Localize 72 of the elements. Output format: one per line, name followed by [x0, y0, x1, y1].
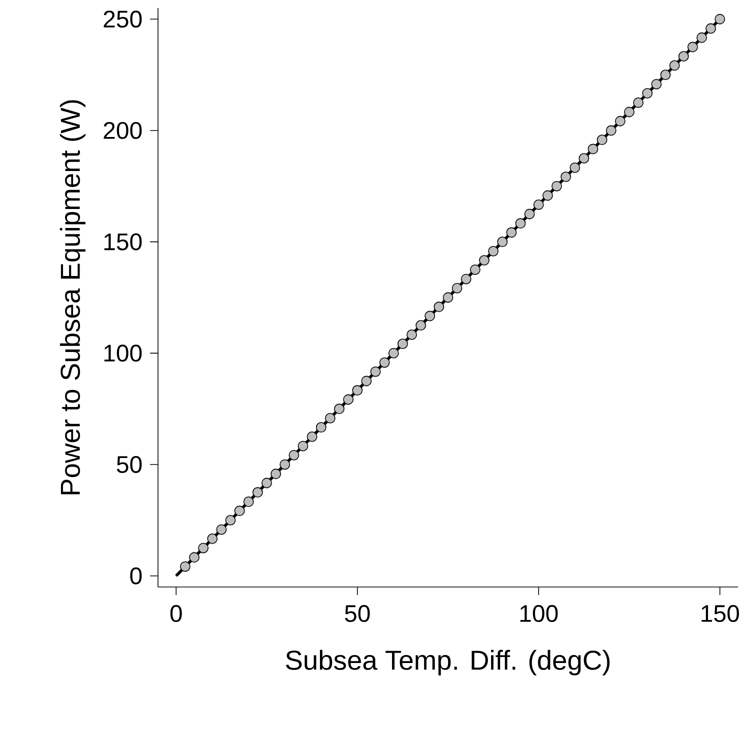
y-tick-label: 0: [130, 567, 142, 584]
point: [452, 282, 462, 294]
point: [515, 218, 526, 229]
point: [198, 542, 209, 554]
point: [406, 329, 417, 340]
point: [588, 144, 598, 154]
point: [316, 422, 326, 433]
y-tick-label: 150: [104, 233, 142, 250]
point: [416, 320, 426, 331]
point: [506, 227, 517, 238]
y-axis-title: Power to Subsea Equipment (W): [60, 100, 86, 494]
point: [678, 51, 689, 62]
point: [216, 524, 227, 535]
point: [388, 348, 399, 358]
point: [560, 172, 572, 182]
point: [370, 366, 381, 377]
point: [280, 459, 290, 470]
point: [207, 533, 218, 544]
y-tick-label: 50: [116, 456, 142, 474]
point: [696, 32, 707, 43]
point: [298, 440, 308, 452]
point: [379, 357, 390, 368]
point: [361, 376, 372, 386]
y-tick-label: 250: [104, 10, 142, 28]
point: [225, 514, 236, 526]
point: [706, 23, 716, 34]
x-axis-title: Subsea Temp. Diff. (degC): [286, 650, 610, 676]
point: [352, 385, 363, 396]
point: [424, 310, 436, 322]
point: [334, 404, 344, 414]
point: [524, 208, 535, 220]
point: [460, 274, 472, 284]
point: [624, 106, 634, 118]
y-tick-label: 200: [104, 122, 142, 139]
point: [614, 116, 626, 126]
point: [651, 78, 662, 90]
point: [578, 153, 590, 164]
point: [533, 199, 544, 210]
point: [434, 302, 444, 312]
point: [189, 552, 200, 563]
point: [570, 162, 580, 173]
x-tick-label: 50: [344, 605, 370, 622]
point: [596, 134, 608, 146]
point: [497, 236, 508, 248]
point: [606, 125, 616, 136]
point: [180, 561, 190, 572]
point: [442, 292, 454, 303]
point: [687, 42, 698, 52]
point: [642, 88, 653, 98]
x-tick-label: 150: [702, 605, 739, 622]
point: [714, 14, 726, 24]
point: [243, 496, 254, 507]
point: [479, 255, 490, 266]
point: [262, 478, 272, 488]
y-tick-label: 100: [104, 344, 142, 362]
point: [397, 338, 408, 350]
point: [306, 431, 318, 442]
point: [252, 487, 263, 498]
point: [343, 394, 354, 405]
point: [288, 450, 300, 460]
point: [633, 97, 644, 108]
point: [542, 190, 553, 201]
point: [470, 264, 480, 275]
point: [669, 60, 680, 71]
point: [270, 468, 282, 480]
point: [234, 506, 245, 516]
point: [324, 413, 336, 424]
point: [660, 70, 671, 80]
x-tick-label: 100: [520, 605, 558, 622]
point: [488, 246, 499, 256]
x-tick-label: 0: [170, 605, 182, 622]
point: [552, 180, 562, 192]
